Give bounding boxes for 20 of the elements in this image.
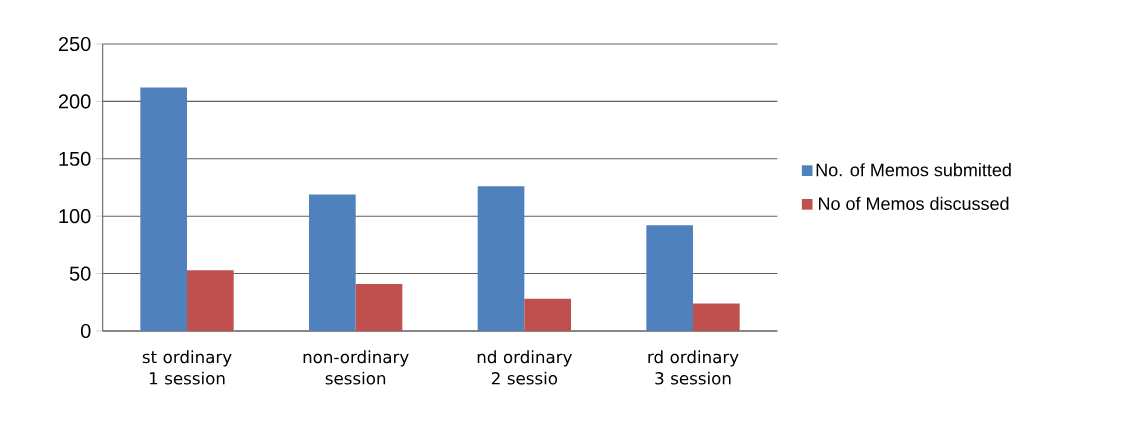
bar	[309, 194, 356, 331]
bar	[187, 270, 234, 331]
y-tick-label: 250	[58, 36, 91, 52]
y-tick-label: 0	[80, 323, 91, 339]
bar	[477, 186, 525, 331]
bar	[693, 303, 740, 331]
bar	[140, 87, 188, 331]
y-tick-label: 200	[58, 94, 91, 109]
x-tick-label: nd ordinary 2 sessio	[477, 350, 572, 385]
bar	[524, 298, 572, 331]
legend-label: No. of Memos submitted	[816, 163, 1011, 177]
bar	[646, 225, 694, 331]
legend-label: No of Memos discussed	[818, 196, 1009, 211]
x-tick-label: non-ordinary session	[303, 350, 409, 385]
x-tick-label: rd ordinary 3 session	[648, 350, 739, 385]
bar	[355, 283, 403, 331]
x-tick-label: st ordinary 1 session	[142, 350, 232, 385]
y-tick-label: 50	[69, 266, 91, 281]
y-tick-label: 150	[59, 151, 91, 166]
y-tick-label: 100	[59, 209, 91, 224]
